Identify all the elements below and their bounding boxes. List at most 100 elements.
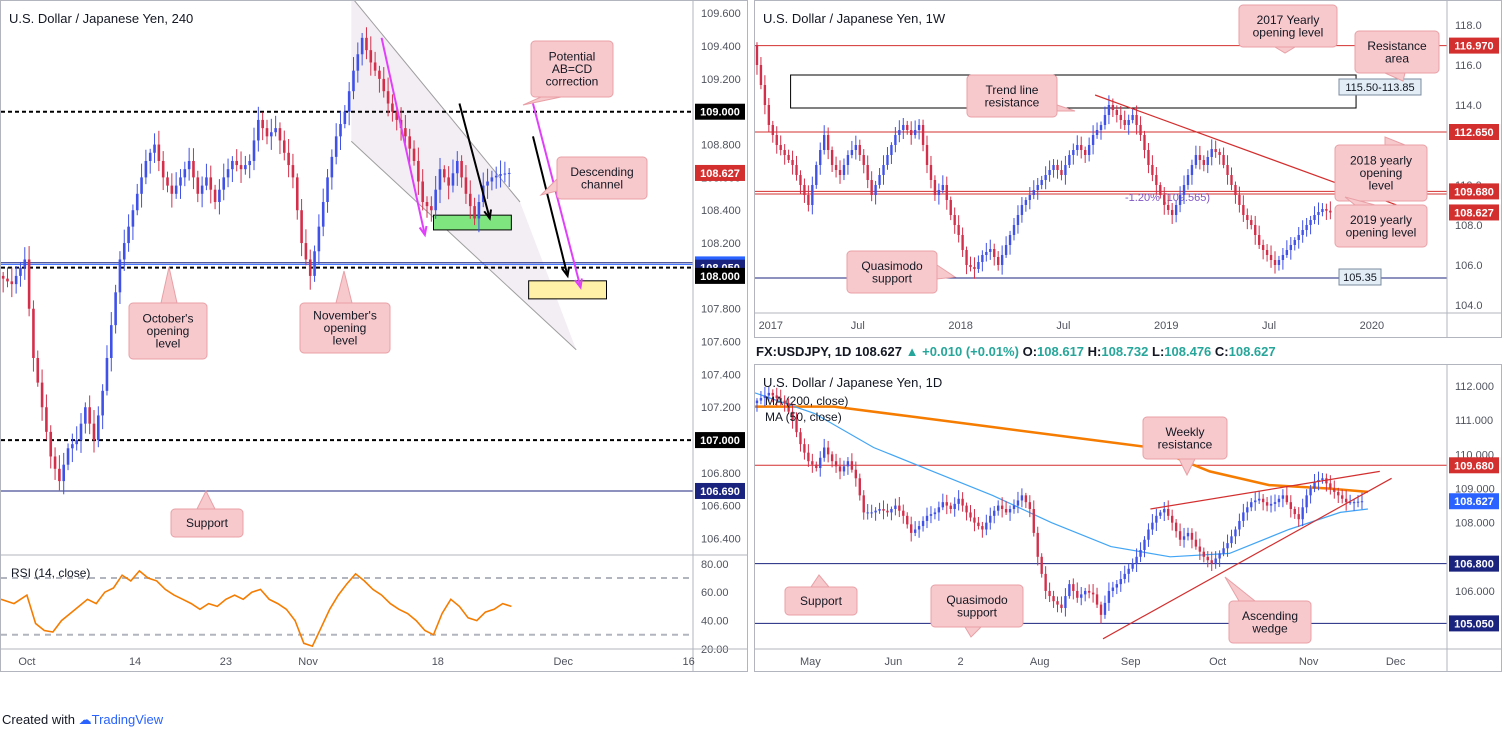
daily-y-tick-0: 112.000 <box>1455 381 1494 393</box>
candle-body <box>775 395 778 399</box>
daily-x-tick-4: Sep <box>1121 656 1141 668</box>
candle-body <box>10 281 14 285</box>
candle-body <box>937 190 941 195</box>
candle-body <box>27 259 31 309</box>
daily-y-tick-5: 106.000 <box>1455 586 1495 598</box>
ohlc-l-label: L: <box>1152 344 1165 359</box>
candle-body <box>148 152 152 161</box>
candle-body <box>438 169 442 190</box>
h4-y-tick-10: 107.200 <box>701 402 741 414</box>
candle-body <box>985 522 988 530</box>
h4-arrow-0-head <box>418 225 428 238</box>
h4-chart-panel[interactable]: 109.600109.400109.200108.800108.600108.4… <box>0 0 748 672</box>
candle-body <box>1107 105 1111 115</box>
candle-body <box>1182 185 1186 195</box>
candle-body <box>58 468 61 482</box>
candle-body <box>945 502 948 506</box>
tradingview-logo-icon[interactable]: ☁ <box>78 712 92 727</box>
candle-body <box>265 128 269 137</box>
candle-body <box>1198 546 1202 552</box>
daily-chart[interactable]: MA (200, close) MA (50, close) 112.000 111.… <box>755 365 1502 672</box>
candle-body <box>1230 536 1233 544</box>
candle-body <box>1317 212 1320 215</box>
candle-body <box>135 193 139 211</box>
candle-body <box>1127 120 1130 125</box>
candle-body <box>218 189 221 203</box>
candle-body <box>1159 185 1162 195</box>
h4-x-tick-6: 16 <box>683 656 695 668</box>
ohlc-o-label: O: <box>1022 344 1038 359</box>
candle-body <box>1004 245 1008 255</box>
candle-body <box>490 177 494 182</box>
candle-body <box>1194 155 1198 165</box>
tradingview-brand[interactable]: TradingView <box>91 712 164 727</box>
daily-x-tick-7: Dec <box>1386 656 1406 668</box>
candle-body <box>815 165 818 185</box>
candle-body <box>1032 190 1035 195</box>
note-octobers-opening: October's opening level <box>143 312 194 351</box>
candle-body <box>1273 502 1277 504</box>
candle-body <box>1341 495 1344 499</box>
candle-body <box>1060 604 1063 609</box>
candle-body <box>957 225 960 235</box>
note-daily-quasimodo: Quasimodo support <box>946 593 1008 620</box>
candle-body <box>395 111 399 120</box>
candle-body <box>45 407 48 432</box>
candle-body <box>1040 180 1043 185</box>
candle-body <box>434 189 437 211</box>
candle-body <box>755 45 759 65</box>
candle-body <box>1210 560 1213 564</box>
candle-body <box>231 160 234 170</box>
range-box-label-bg <box>1338 78 1422 96</box>
h4-y-tick-8: 107.600 <box>701 337 741 349</box>
candle-body <box>1083 590 1087 595</box>
candle-body <box>62 464 66 482</box>
candle-body <box>917 125 921 130</box>
weekly-chart-panel[interactable]: 115.50-113.85 105.35 -1.20% (109.565) 118.0… <box>754 0 1502 338</box>
h4-y-tick-12: 106.600 <box>701 501 741 513</box>
candle-body <box>902 510 905 516</box>
candle-body <box>1352 502 1356 504</box>
note-daily-quasimodo-box <box>930 584 1024 628</box>
candle-body <box>1234 529 1237 537</box>
h4-chart[interactable]: 109.600109.400109.200108.800108.600108.4… <box>1 1 748 672</box>
candle-body <box>244 165 247 170</box>
weekly-price-label-1: 112.650 <box>1454 127 1493 139</box>
candle-body <box>40 382 44 408</box>
h4-y-tick-9: 107.400 <box>701 369 741 381</box>
quasimodo-label-bg <box>1338 268 1382 286</box>
candle-body <box>965 250 968 265</box>
note-abcd-correction-box <box>530 40 614 98</box>
candle-body <box>1083 150 1087 155</box>
h4-y-tick-7: 107.800 <box>701 304 741 316</box>
weekly-chart-title: U.S. Dollar / Japanese Yen, 1W <box>763 11 946 26</box>
candle-body <box>66 448 70 465</box>
candle-body <box>953 215 956 225</box>
note-weekly-resistance-pointer <box>1178 458 1196 477</box>
note-daily-support-box <box>784 586 858 616</box>
candle-body <box>969 512 972 518</box>
candle-body <box>1068 584 1071 597</box>
candle-body <box>417 160 420 182</box>
candle-body <box>799 175 802 185</box>
candle-body <box>1099 604 1103 615</box>
candle-body <box>807 195 810 205</box>
candle-body <box>1356 501 1360 503</box>
candle-body <box>1072 584 1075 591</box>
candle-body <box>787 155 790 160</box>
candle-body <box>1170 210 1174 215</box>
weekly-price-label-1-bg <box>1449 124 1499 140</box>
daily-chart-panel[interactable]: MA (200, close) MA (50, close) 112.000 111.… <box>754 364 1502 672</box>
candle-body <box>913 529 917 533</box>
candle-body <box>1107 590 1111 603</box>
note-2017-yearly-pointer <box>1273 46 1297 54</box>
weekly-x-tick-5: Jul <box>1262 320 1276 332</box>
daily-x-tick-2: 2 <box>958 656 964 668</box>
candle-body <box>1206 157 1209 165</box>
fib-extension-label: -1.20% (109.565) <box>1125 192 1210 204</box>
weekly-chart[interactable]: 115.50-113.85 105.35 -1.20% (109.565) 118.0… <box>755 1 1502 338</box>
created-with-text: Created with <box>2 712 75 727</box>
candle-body <box>783 400 786 404</box>
candle-body <box>1103 602 1107 615</box>
candle-body <box>791 411 794 421</box>
